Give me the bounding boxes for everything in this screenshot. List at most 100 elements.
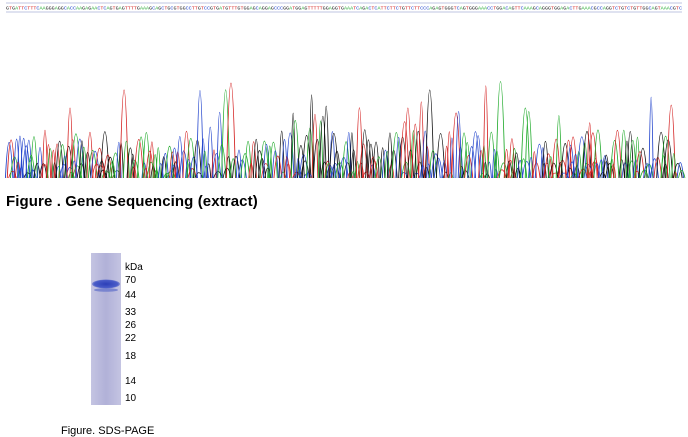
base-call: A [15,6,18,12]
trace-peak-minor [357,162,365,179]
base-call: A [347,6,350,12]
base-call: G [225,6,228,12]
base-call: T [240,6,243,12]
base-call: A [39,6,42,12]
trace-peak [593,129,603,179]
base-call: A [585,6,588,12]
trace-peak [433,157,443,179]
base-call: C [73,6,76,12]
sequencing-caption: Figure . Gene Sequencing (extract) [6,193,258,210]
base-call: A [91,6,94,12]
trace-peak [618,159,625,179]
base-call: A [219,6,222,12]
base-call: G [545,6,548,12]
base-call: T [441,6,444,12]
base-call: A [478,6,481,12]
base-call: T [390,6,393,12]
base-call: A [289,6,292,12]
trace-peak [613,129,622,179]
trace-peak [374,156,383,179]
trace-peak [551,139,561,179]
trace-peak [576,136,587,179]
base-call: T [408,6,411,12]
base-call: T [192,6,195,12]
base-call: G [326,6,329,12]
trace-peak [37,146,43,179]
base-call: A [79,6,82,12]
base-call: G [61,6,64,12]
trace-peak [411,123,420,179]
base-call: C [161,6,164,12]
base-call: C [189,6,192,12]
base-call: A [329,6,332,12]
trace-peak [122,141,130,179]
trace-peak [365,139,372,179]
base-call: G [499,6,502,12]
trace-peak [161,153,169,179]
base-call: G [149,6,152,12]
trace-peak [226,83,236,179]
base-call: T [307,6,310,12]
base-call: T [371,6,374,12]
base-call: T [201,6,204,12]
base-call: T [33,6,36,12]
base-call: T [393,6,396,12]
trace-peak [591,158,600,179]
base-call: G [496,6,499,12]
trace-peak [582,131,592,179]
base-call: C [170,6,173,12]
trace-peak [673,162,683,179]
trace-peak [544,153,553,179]
base-call: A [43,6,46,12]
trace-peak-minor [521,161,532,179]
trace-peak [169,151,176,179]
base-call: T [658,6,661,12]
base-call: G [323,6,326,12]
base-call: G [621,6,624,12]
trace-peak [463,142,471,179]
base-call: C [679,6,682,12]
trace-peak [216,111,223,179]
base-call: G [472,6,475,12]
trace-peak [516,159,524,179]
trace-peak [511,148,518,179]
trace-peak [386,132,393,179]
base-call: C [103,6,106,12]
marker-label: 22 [125,333,137,344]
base-call: G [82,6,85,12]
base-call: C [277,6,280,12]
base-call: C [457,6,460,12]
trace-peak [296,145,305,179]
trace-peak-minor [459,166,465,179]
trace-peak [671,153,677,179]
base-call: G [52,6,55,12]
base-call: T [131,6,134,12]
trace-peak [47,148,54,179]
trace-peak [568,136,578,179]
trace-peak [444,145,450,179]
trace-peak [414,130,423,179]
trace-peak-minor [330,163,341,179]
base-call: C [615,6,618,12]
trace-peak [520,107,531,179]
base-call: C [274,6,277,12]
base-call: A [301,6,304,12]
base-call: A [250,6,253,12]
trace-peak [380,147,386,179]
base-call: T [551,6,554,12]
trace-peak [601,155,609,179]
base-call: C [490,6,493,12]
trace-peak-minor [425,163,432,179]
trace-peak [474,135,482,179]
base-call: G [286,6,289,12]
trace-peak-minor [610,163,617,179]
trace-peak [62,155,68,179]
marker-label: 26 [125,320,137,331]
base-call: C [600,6,603,12]
marker-label: 18 [125,351,137,362]
base-call: C [423,6,426,12]
base-call: A [259,6,262,12]
base-call: T [177,6,180,12]
trace-peak [384,151,390,179]
trace-peak [605,163,615,179]
